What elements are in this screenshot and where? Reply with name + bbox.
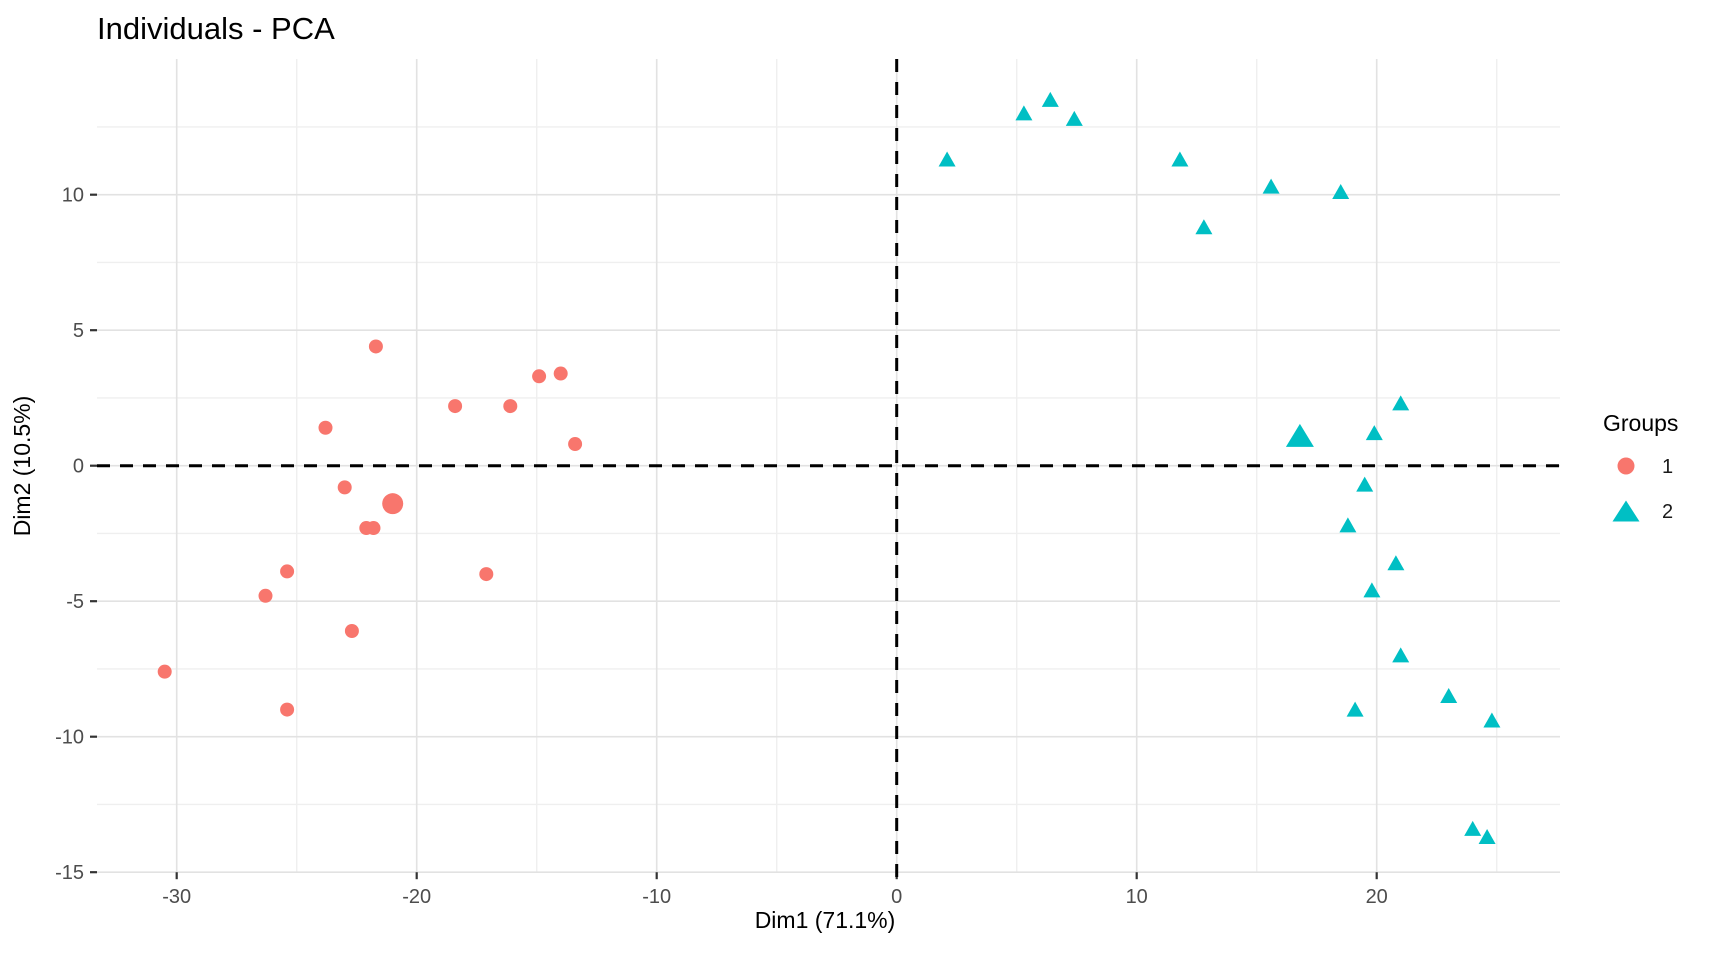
data-point-group1 bbox=[503, 399, 518, 414]
data-point-group2 bbox=[1339, 517, 1357, 533]
legend-label-group2: 2 bbox=[1662, 501, 1673, 523]
plot-panel: -30 -20 -10 0 10 20 -15 -10 -5 0 5 10 bbox=[55, 59, 1560, 908]
legend-marker-triangle-group2 bbox=[1612, 500, 1640, 522]
data-point-group2 bbox=[1195, 219, 1213, 235]
data-point-group1 bbox=[318, 420, 333, 435]
legend: Groups 1 2 bbox=[1603, 410, 1678, 523]
legend-title: Groups bbox=[1603, 410, 1678, 436]
data-point-group2 bbox=[1041, 91, 1059, 107]
x-tick-label: -10 bbox=[642, 886, 671, 908]
data-point-group1 bbox=[258, 588, 273, 603]
y-tick-label: 10 bbox=[62, 185, 84, 207]
x-tick-label: 0 bbox=[891, 886, 902, 908]
x-axis-title: Dim1 (71.1%) bbox=[755, 907, 896, 933]
data-point-group1 bbox=[553, 366, 568, 381]
data-point-group2 bbox=[1464, 820, 1482, 836]
data-point-group2 bbox=[1262, 178, 1280, 194]
data-point-group2 bbox=[1065, 110, 1083, 126]
data-point-group1 bbox=[280, 564, 295, 579]
legend-label-group1: 1 bbox=[1662, 456, 1673, 478]
mean-point-group2 bbox=[1285, 423, 1314, 447]
data-point-group1 bbox=[337, 480, 352, 495]
y-axis-title: Dim2 (10.5%) bbox=[9, 396, 35, 537]
data-point-group2 bbox=[1356, 476, 1374, 492]
data-point-group1 bbox=[448, 399, 463, 414]
mean-point-group1 bbox=[382, 493, 404, 515]
legend-marker-circle-group1 bbox=[1617, 457, 1635, 475]
data-point-group1 bbox=[368, 339, 383, 354]
y-tick-label: -15 bbox=[55, 862, 84, 884]
data-point-group2 bbox=[1171, 151, 1189, 167]
data-point-group1 bbox=[280, 702, 295, 717]
y-tick-label: 0 bbox=[73, 456, 84, 478]
x-tick-label: -30 bbox=[162, 886, 191, 908]
data-point-group2 bbox=[1483, 712, 1501, 728]
data-point-group2 bbox=[1363, 582, 1381, 598]
y-tick-label: 5 bbox=[73, 320, 84, 342]
data-point-group2 bbox=[1015, 105, 1033, 121]
data-point-group2 bbox=[1440, 688, 1458, 704]
data-point-group2 bbox=[1478, 828, 1496, 844]
plot-title: Individuals - PCA bbox=[97, 11, 335, 46]
data-point-group2 bbox=[1387, 555, 1405, 571]
y-tick-label: -10 bbox=[55, 727, 84, 749]
data-point-group1 bbox=[366, 521, 381, 536]
x-tick-label: 10 bbox=[1126, 886, 1148, 908]
data-point-group2 bbox=[1332, 183, 1350, 199]
data-point-group1 bbox=[532, 369, 547, 384]
x-tick-label: -20 bbox=[402, 886, 431, 908]
data-point-group2 bbox=[1392, 395, 1410, 411]
y-tick-label: -5 bbox=[66, 591, 84, 613]
data-point-group2 bbox=[1365, 425, 1383, 441]
data-point-group1 bbox=[157, 664, 172, 679]
data-point-group1 bbox=[344, 624, 359, 639]
data-point-group1 bbox=[479, 567, 494, 582]
data-point-group2 bbox=[1392, 647, 1410, 663]
x-tick-label: 20 bbox=[1366, 886, 1388, 908]
data-point-group1 bbox=[568, 437, 583, 452]
data-point-group2 bbox=[1346, 701, 1364, 717]
data-point-group2 bbox=[938, 151, 956, 167]
